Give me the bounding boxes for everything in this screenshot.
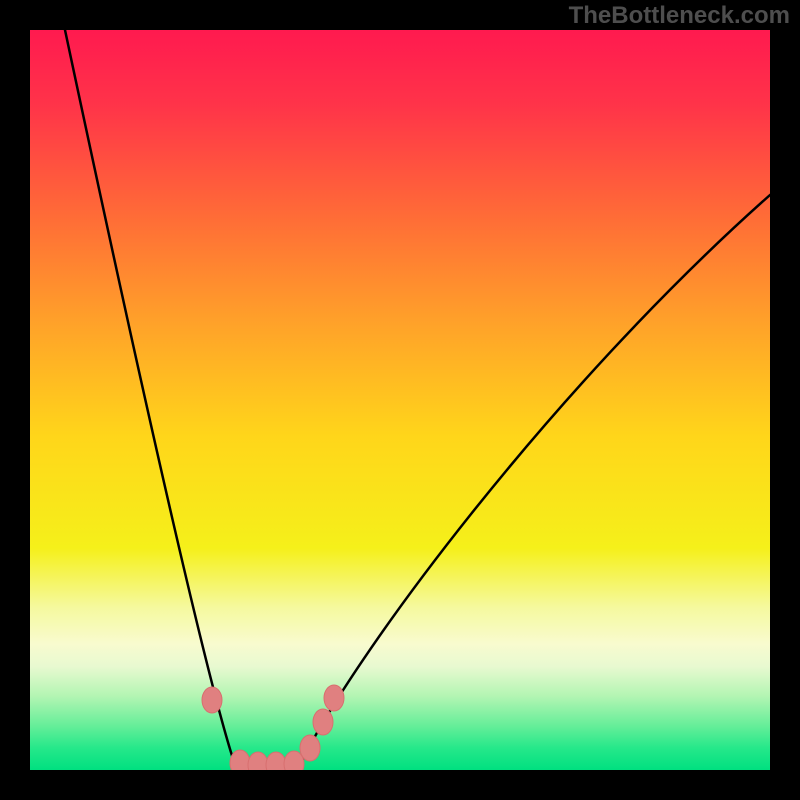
marker-dot: [202, 687, 222, 713]
marker-dot: [300, 735, 320, 761]
plot-background: [30, 30, 770, 770]
marker-dot: [313, 709, 333, 735]
bottleneck-chart: [0, 0, 800, 800]
watermark-text: TheBottleneck.com: [569, 2, 790, 30]
marker-dot: [324, 685, 344, 711]
chart-frame: TheBottleneck.com: [0, 0, 800, 800]
